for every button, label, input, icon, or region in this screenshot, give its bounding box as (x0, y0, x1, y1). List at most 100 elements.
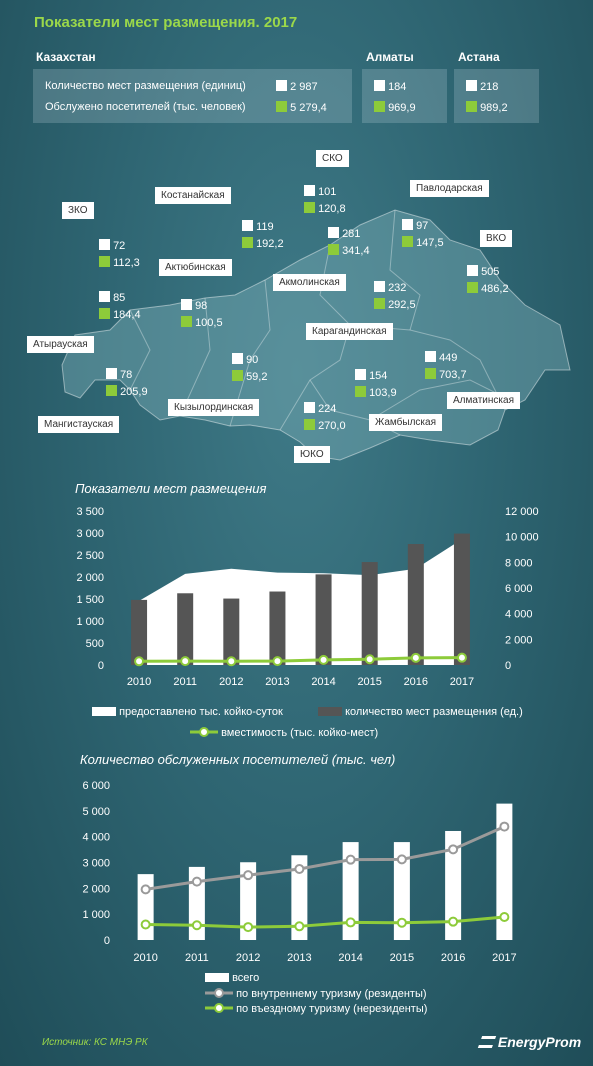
right-tick-label: 4 000 (505, 609, 533, 621)
bar (223, 598, 240, 665)
white-square-icon (106, 368, 117, 379)
kz-row2-label: Обслужено посетителей (тыс. человек) (45, 101, 246, 113)
left-tick-label: 2 500 (76, 550, 104, 562)
region-value: 59,2 (246, 371, 268, 383)
white-square-icon (181, 299, 192, 310)
region-border (369, 379, 501, 421)
x-tick-label: 2016 (441, 952, 465, 964)
right-tick-label: 8 000 (505, 557, 533, 569)
almaty-v1: 184 (388, 81, 407, 93)
brand-logo: EnergyProm (477, 1034, 582, 1050)
left-tick-label: 1 500 (76, 594, 104, 606)
line-series (145, 825, 505, 891)
x-tick-label: 2014 (311, 676, 335, 688)
line-point (345, 917, 356, 928)
white-square-icon (242, 220, 253, 231)
bar (188, 866, 205, 940)
legend-nonresident-label: по въездному туризму (нерезиденты) (236, 1003, 428, 1015)
x-tick-label: 2011 (173, 676, 197, 688)
y-tick-label: 5 000 (82, 806, 110, 818)
bar (393, 842, 410, 940)
legend-line-swatch (190, 727, 218, 737)
region-value: 101 (318, 186, 337, 198)
region-value: 281 (342, 228, 361, 240)
legend-bar-swatch (318, 707, 342, 716)
region-value: 97 (416, 220, 429, 232)
left-tick-label: 0 (98, 660, 104, 672)
line-point (396, 854, 407, 865)
region-value: 154 (369, 370, 388, 382)
line-point (410, 652, 421, 663)
region-value: 119 (256, 221, 274, 233)
white-square-icon (467, 265, 478, 276)
line-series (145, 915, 505, 929)
green-square-icon (374, 298, 385, 309)
x-tick-label: 2013 (265, 676, 289, 688)
white-square-icon (99, 239, 110, 250)
region-value: 703,7 (439, 369, 467, 381)
region-value: 78 (120, 369, 133, 381)
left-tick-label: 3 500 (76, 506, 104, 518)
legend-area-swatch (92, 707, 116, 716)
bar (269, 591, 286, 665)
line-point (226, 656, 237, 667)
white-square-icon (232, 353, 243, 364)
green-square-icon (328, 244, 339, 255)
almaty-header: Алматы (366, 50, 414, 64)
chart1-svg: 0 500 1 000 1 500 2 000 2 500 3 000 3 500 0 2 000… (76, 506, 539, 688)
brand-name: EnergyProm (497, 1034, 582, 1050)
region-label-mangistau: Мангистауская (38, 416, 120, 433)
x-tick-label: 2013 (287, 952, 311, 964)
y-tick-label: 2 000 (82, 883, 110, 895)
astana-v2: 989,2 (480, 102, 508, 114)
legend-line-label: вместимость (тыс. койко-мест) (221, 727, 379, 739)
region-label-sko: СКО (316, 150, 349, 167)
region-value: 90 (246, 354, 259, 366)
region-label-kostanay: Костанайская (155, 187, 231, 204)
line-point (191, 920, 202, 931)
line-point (140, 884, 151, 895)
green-square-icon (276, 101, 287, 112)
right-tick-label: 10 000 (505, 532, 539, 544)
legend-nonresident-swatch (205, 1003, 233, 1013)
almaty-v2: 969,9 (388, 102, 416, 114)
region-value: 112,3 (113, 257, 140, 269)
region-label-kyzylorda: Кызылординская (168, 399, 260, 416)
white-square-icon (374, 80, 385, 91)
line-point (243, 922, 254, 933)
chart2-svg: 0 1 000 2 000 3 000 4 000 5 000 6 000 2010 2011 2… (82, 780, 516, 964)
y-tick-label: 3 000 (82, 858, 110, 870)
line-point (294, 921, 305, 932)
kazakhstan-panel: Количество мест размещения (единиц) Обсл… (33, 69, 352, 123)
bar (445, 830, 462, 940)
white-square-icon (466, 80, 477, 91)
right-tick-label: 12 000 (505, 506, 539, 518)
green-square-icon (181, 316, 192, 327)
line-point (345, 854, 356, 865)
astana-header: Астана (458, 50, 500, 64)
white-square-icon (304, 185, 315, 196)
x-tick-label: 2017 (492, 952, 516, 964)
white-square-icon (328, 227, 339, 238)
legend-area-label: предоставлено тыс. койко-суток (119, 706, 283, 718)
bar (131, 599, 148, 665)
green-square-icon (467, 282, 478, 293)
region-value: 224 (318, 403, 337, 415)
legend-resident-label: по внутреннему туризму (резиденты) (236, 988, 427, 1000)
y-tick-label: 6 000 (82, 780, 110, 792)
green-square-icon (232, 370, 243, 381)
line-point (134, 656, 145, 667)
left-tick-label: 500 (86, 638, 104, 650)
region-value: 270,0 (318, 420, 346, 432)
line-point (499, 821, 510, 832)
line-point (272, 656, 283, 667)
x-tick-label: 2017 (450, 676, 474, 688)
left-tick-label: 1 000 (76, 616, 104, 628)
bar (291, 855, 308, 940)
x-tick-label: 2010 (127, 676, 151, 688)
region-label-atyrau: Атырауская (27, 336, 94, 353)
white-square-icon (374, 281, 385, 292)
line-point (318, 654, 329, 665)
line-point (140, 919, 151, 930)
region-label-karaganda: Карагандинская (306, 323, 393, 340)
